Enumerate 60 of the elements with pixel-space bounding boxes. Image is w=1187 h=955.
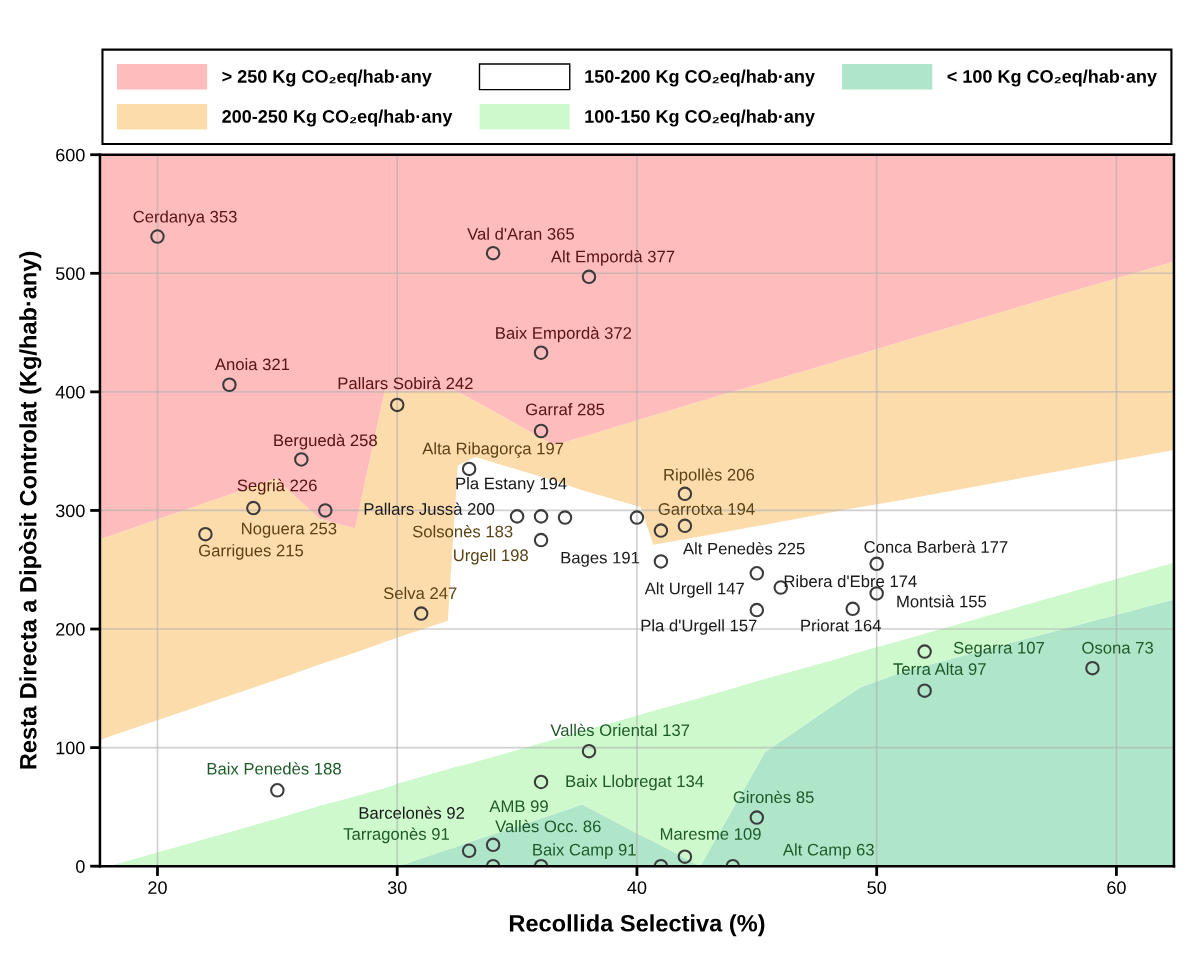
annotation: Bages 191: [561, 551, 640, 567]
annotation: Alt Urgell 147: [644, 582, 744, 598]
annotation: Urgell 198: [454, 548, 528, 565]
annotation: Cerdanya 353: [133, 210, 237, 226]
annotation: Anoia 321: [214, 358, 290, 371]
legend-label: < 100 Kg CO₂eq/hab·any: [947, 69, 1157, 87]
annotation: Montsià 155: [897, 594, 987, 608]
annotation: Maresme 109: [660, 828, 761, 840]
annotation: Berguedà 258: [274, 433, 377, 450]
annotation: Alta Ribagorça 197: [422, 442, 564, 458]
annotation: Gironès 85: [733, 790, 814, 804]
annotation: Baix Empordà 372: [496, 326, 632, 343]
annotation: Osona 73: [1082, 641, 1154, 654]
annotation: Garrigues 215: [199, 544, 304, 560]
annotation: Baix Penedès 188: [207, 762, 341, 775]
annotation: Pla d'Urgell 157: [641, 619, 757, 635]
annotation: Alt Penedès 225: [682, 542, 805, 555]
y-tick-label: 200: [56, 622, 85, 636]
legend-label: 200-250 Kg CO₂eq/hab·any: [222, 109, 453, 127]
y-tick-label: 300: [55, 504, 85, 518]
annotation: Ribera d'Ebre 174: [784, 575, 917, 588]
annotation: Baix Camp 91: [533, 843, 636, 859]
annotation: Val d'Aran 365: [467, 227, 575, 240]
annotation: Garrotxa 194: [658, 503, 755, 515]
annotation: Pla Estany 194: [456, 477, 567, 493]
annotation: Pallars Jussà 200: [364, 502, 495, 515]
y-tick-label: 500: [55, 267, 85, 281]
annotation: Tarragonès 91: [343, 827, 449, 844]
legend-label: > 250 Kg CO₂eq/hab·any: [222, 69, 432, 87]
y-tick-label: 100: [56, 741, 85, 755]
annotation: Baix Llobregat 134: [566, 774, 704, 791]
y-axis-title: Resta Directa a Dipòsit Controlat (Kg/hab·any): [19, 251, 42, 769]
x-tick-label: 50: [867, 881, 887, 895]
x-tick-label: 60: [1107, 881, 1126, 895]
annotation: Alt Empordà 377: [550, 250, 675, 266]
x-tick-label: 40: [627, 881, 647, 895]
annotation: Selva 247: [383, 586, 457, 600]
annotation: Alt Camp 63: [782, 843, 874, 859]
annotation: Garraf 285: [526, 403, 605, 416]
x-axis-title: Recollida Selectiva (%): [509, 914, 765, 937]
y-tick-label: 400: [55, 385, 85, 399]
y-tick-label: 600: [56, 148, 85, 162]
legend-label: 150-200 Kg CO₂eq/hab·any: [585, 69, 815, 87]
annotation: Vallès Occ. 86: [495, 819, 601, 833]
annotation: Ripollès 206: [664, 468, 754, 484]
annotation: Barcelonès 92: [359, 806, 465, 819]
y-tick-label: 0: [76, 860, 85, 873]
annotation: Pallars Sobirà 242: [338, 376, 473, 390]
annotation: Segarra 107: [953, 641, 1044, 657]
annotation: Vallès Oriental 137: [550, 723, 690, 737]
legend-label: 100-150 Kg CO₂eq/hab·any: [585, 109, 815, 127]
annotation: Priorat 164: [801, 619, 881, 632]
annotation: AMB 99: [489, 800, 548, 813]
x-tick-label: 30: [387, 881, 407, 895]
annotation: Segrià 226: [237, 478, 317, 495]
x-tick-label: 20: [148, 881, 167, 895]
annotation: Conca Barberà 177: [864, 540, 1008, 553]
annotation: Noguera 253: [242, 522, 337, 538]
annotation: Terra Alta 97: [893, 662, 986, 675]
annotation: Solsonès 183: [412, 525, 513, 538]
